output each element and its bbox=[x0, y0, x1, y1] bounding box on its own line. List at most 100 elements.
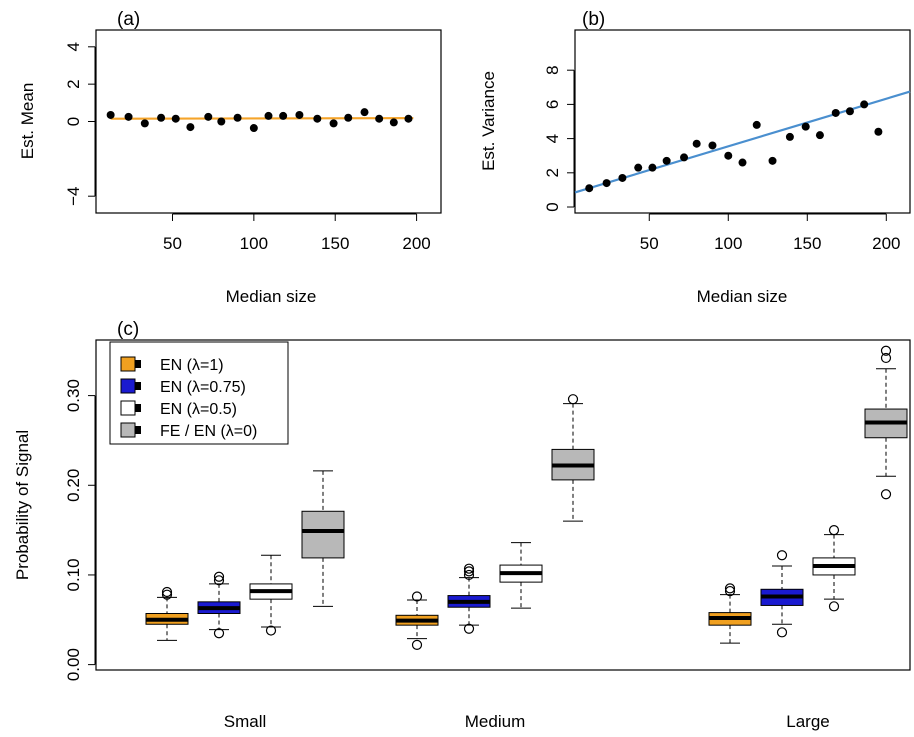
data-point bbox=[785, 132, 794, 141]
data-point bbox=[233, 113, 242, 122]
data-point bbox=[662, 156, 671, 165]
outlier-point bbox=[265, 625, 277, 636]
legend-swatch bbox=[120, 356, 136, 372]
outlier-point bbox=[828, 525, 840, 536]
data-point bbox=[106, 110, 115, 119]
data-point bbox=[585, 184, 594, 193]
outlier-point bbox=[161, 589, 173, 600]
data-point bbox=[140, 119, 149, 128]
y-tick-label: 4 bbox=[64, 42, 83, 51]
outlier-point bbox=[828, 601, 840, 612]
data-point bbox=[249, 124, 258, 133]
data-point bbox=[708, 141, 717, 150]
y-tick-label: 0.00 bbox=[64, 648, 83, 681]
data-point bbox=[634, 163, 643, 172]
data-point bbox=[738, 158, 747, 167]
y-tick-label: 0 bbox=[543, 202, 562, 211]
data-marks bbox=[106, 108, 414, 133]
outlier-point bbox=[463, 569, 475, 581]
data-marks bbox=[145, 345, 908, 650]
x-tick-label: 150 bbox=[321, 234, 349, 253]
data-point bbox=[404, 114, 413, 123]
fit-line bbox=[574, 90, 911, 194]
y-tick-label: 6 bbox=[543, 100, 562, 109]
data-point bbox=[860, 100, 869, 109]
data-point bbox=[344, 113, 353, 122]
boxplot bbox=[812, 525, 856, 612]
x-tick-label: 100 bbox=[714, 234, 742, 253]
outlier-point bbox=[411, 639, 423, 650]
outlier-point bbox=[411, 591, 423, 602]
panel-a: (a) Est. Mean Median size 50 100 150 200 −4… bbox=[18, 9, 442, 306]
y-tick-label: −4 bbox=[64, 186, 83, 205]
x-axis-label: Median size bbox=[697, 287, 788, 306]
y-axis-label: Probability of Signal bbox=[13, 430, 32, 580]
outlier-point bbox=[880, 345, 892, 356]
boxplot bbox=[145, 586, 189, 641]
data-point bbox=[389, 118, 398, 127]
x-axis: 50 100 150 200 bbox=[640, 213, 900, 253]
x-axis: 50 100 150 200 bbox=[163, 213, 431, 253]
boxplot bbox=[301, 470, 345, 607]
boxplot bbox=[551, 394, 595, 522]
y-axis-label: Est. Mean bbox=[18, 83, 37, 160]
outlier-point bbox=[776, 550, 788, 561]
data-point bbox=[874, 127, 883, 136]
outlier-point bbox=[567, 394, 579, 405]
panel-label: (a) bbox=[117, 9, 140, 30]
data-point bbox=[295, 110, 304, 119]
legend-marker bbox=[135, 404, 141, 412]
data-point bbox=[845, 107, 854, 116]
y-tick-label: 8 bbox=[543, 65, 562, 74]
data-point bbox=[752, 120, 761, 129]
legend-marker bbox=[135, 426, 141, 434]
y-axis: −4 0 2 4 bbox=[64, 42, 96, 206]
plot-frame bbox=[574, 29, 911, 214]
plot-frame bbox=[95, 29, 442, 214]
legend-marker bbox=[135, 382, 141, 390]
legend-swatch bbox=[120, 422, 136, 438]
x-axis-label: Median size bbox=[226, 287, 317, 306]
legend-label: FE / EN (λ=0) bbox=[160, 423, 257, 440]
x-tick-label: 50 bbox=[640, 234, 659, 253]
y-axis-label: Est. Variance bbox=[479, 71, 498, 171]
x-tick-label: 200 bbox=[872, 234, 900, 253]
outlier-point bbox=[213, 575, 225, 586]
outlier-point bbox=[463, 623, 475, 634]
data-point bbox=[313, 114, 322, 123]
boxplot bbox=[395, 591, 439, 650]
data-point bbox=[171, 114, 180, 123]
y-tick-label: 4 bbox=[543, 134, 562, 143]
boxplot bbox=[499, 542, 543, 609]
data-point bbox=[602, 179, 611, 188]
legend-label: EN (λ=1) bbox=[160, 357, 224, 374]
outlier-point bbox=[213, 571, 225, 582]
outlier-point bbox=[161, 586, 173, 598]
data-point bbox=[264, 111, 273, 120]
data-point bbox=[204, 112, 213, 121]
boxplot bbox=[197, 571, 241, 639]
box bbox=[301, 510, 345, 559]
outlier-point bbox=[213, 628, 225, 639]
category-label: Medium bbox=[465, 712, 525, 731]
y-tick-label: 0.20 bbox=[64, 469, 83, 502]
legend-swatch bbox=[120, 378, 136, 394]
outlier-point bbox=[724, 585, 736, 597]
data-point bbox=[375, 114, 384, 123]
data-point bbox=[618, 173, 627, 182]
legend-label: EN (λ=0.5) bbox=[160, 401, 237, 418]
outlier-point bbox=[724, 583, 736, 594]
data-point bbox=[768, 156, 777, 165]
legend: EN (λ=1) EN (λ=0.75) EN (λ=0.5) FE / EN (λ=… bbox=[109, 341, 289, 445]
panel-label: (c) bbox=[117, 319, 139, 340]
plot-frame bbox=[95, 339, 911, 671]
category-label: Large bbox=[786, 712, 829, 731]
x-tick-label: 200 bbox=[402, 234, 430, 253]
data-point bbox=[186, 123, 195, 132]
y-tick-label: 0.10 bbox=[64, 558, 83, 591]
data-point bbox=[680, 153, 689, 162]
data-point bbox=[648, 163, 657, 172]
outlier-point bbox=[880, 489, 892, 500]
x-tick-label: 50 bbox=[163, 234, 182, 253]
